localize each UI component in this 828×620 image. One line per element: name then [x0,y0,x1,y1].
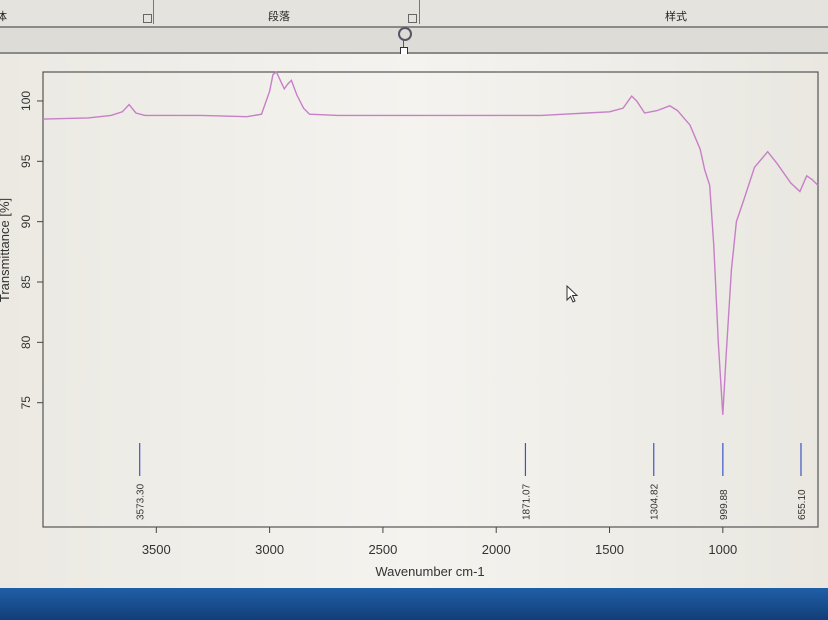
ruler [0,28,828,54]
y-tick-label: 95 [19,154,33,168]
x-tick-label: 3000 [255,542,284,557]
ribbon-group-font-label: 体 [0,11,7,23]
ribbon-group-paragraph-label: 段落 [268,11,290,23]
taskbar[interactable] [0,588,828,620]
x-tick-label: 1000 [708,542,737,557]
peak-label: 1871.07 [521,483,532,520]
spectrum-line [42,70,819,415]
x-axis-label: Wavenumber cm-1 [375,564,484,579]
y-tick-label: 90 [19,215,33,229]
mouse-pointer-icon [566,285,579,303]
peak-label: 3573.30 [136,483,147,520]
ribbon-divider [419,0,420,24]
peak-label: 655.10 [797,489,808,520]
y-tick-label: 80 [19,335,33,349]
document-page [0,54,828,588]
rotate-handle-icon[interactable] [398,27,412,41]
plot-frame [42,71,819,528]
y-axis-label: Transmittance [%] [0,198,12,302]
ribbon: 体 段落 样式 [0,0,828,28]
y-tick-label: 85 [19,275,33,289]
peak-label: 999.88 [719,489,730,520]
x-tick-label: 2500 [368,542,397,557]
x-tick-label: 1500 [595,542,624,557]
peak-label: 1304.82 [650,483,661,520]
y-tick-label: 100 [19,91,33,111]
x-tick-label: 2000 [482,542,511,557]
font-dialog-launcher-icon[interactable] [143,14,152,23]
x-tick-label: 3500 [142,542,171,557]
ribbon-divider [153,0,154,24]
ribbon-group-styles-label: 样式 [665,11,687,23]
y-tick-label: 75 [19,396,33,410]
paragraph-dialog-launcher-icon[interactable] [408,14,417,23]
rotate-handle-stem [403,40,404,48]
